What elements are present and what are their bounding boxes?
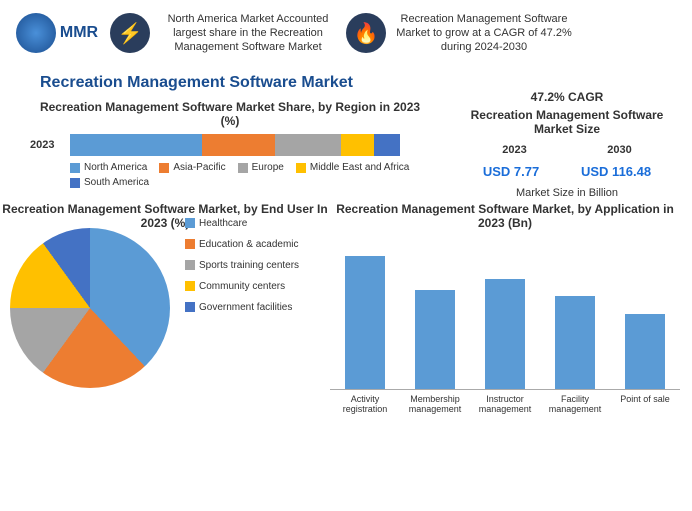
- stacked-bar-chart: Recreation Management Software Market Sh…: [30, 100, 430, 188]
- legend-swatch: [70, 163, 80, 173]
- stacked-segment: [275, 134, 341, 156]
- legend-item: Government facilities: [185, 302, 315, 313]
- cagr-label: 47.2% CAGR: [462, 90, 672, 104]
- bar-label: Instructor management: [475, 394, 535, 414]
- bar: [415, 290, 455, 389]
- bar-item: [545, 296, 605, 389]
- bars-container: [330, 240, 680, 390]
- stacked-legend: North America Asia-Pacific Europe Middle Ea…: [70, 162, 430, 188]
- globe-icon: [16, 13, 56, 53]
- bar: [625, 314, 665, 389]
- bar-label: Facility management: [545, 394, 605, 414]
- bottom-section: Recreation Management Software Market, b…: [0, 198, 692, 414]
- pie-legend: Healthcare Education & academic Sports tra…: [185, 218, 315, 323]
- legend-item: Asia-Pacific: [159, 162, 225, 173]
- legend-label: Education & academic: [199, 239, 299, 250]
- year-row: 2023 2030: [462, 144, 672, 156]
- legend-label: Asia-Pacific: [173, 162, 225, 173]
- legend-item: South America: [70, 177, 149, 188]
- market-size-title: Recreation Management Software Market Si…: [462, 108, 672, 136]
- bar-item: [335, 256, 395, 389]
- stacked-title: Recreation Management Software Market Sh…: [30, 100, 430, 128]
- legend-label: Community centers: [199, 281, 285, 292]
- legend-swatch: [185, 218, 195, 228]
- bar-item: [475, 279, 535, 389]
- bar-label: Membership management: [405, 394, 465, 414]
- legend-label: North America: [84, 162, 147, 173]
- stacked-bar-row: 2023: [30, 134, 430, 156]
- bar-title: Recreation Management Software Market, b…: [330, 202, 680, 230]
- legend-item: Community centers: [185, 281, 315, 292]
- legend-swatch: [296, 163, 306, 173]
- legend-swatch: [159, 163, 169, 173]
- bar: [555, 296, 595, 389]
- bar-label: Activity registration: [335, 394, 395, 414]
- legend-label: Middle East and Africa: [310, 162, 410, 173]
- header-fact-1: North America Market Accounted largest s…: [158, 12, 338, 55]
- legend-swatch: [185, 302, 195, 312]
- legend-swatch: [185, 239, 195, 249]
- bar-chart-section: Recreation Management Software Market, b…: [330, 198, 680, 414]
- flame-icon: 🔥: [346, 13, 386, 53]
- legend-swatch: [185, 260, 195, 270]
- legend-item: Middle East and Africa: [296, 162, 410, 173]
- logo: MMR: [12, 8, 102, 58]
- value-1: USD 7.77: [483, 164, 539, 179]
- header-fact-2: Recreation Management Software Market to…: [394, 12, 574, 55]
- stacked-segment: [341, 134, 374, 156]
- bar-item: [615, 314, 675, 389]
- bar: [345, 256, 385, 389]
- market-size-panel: 47.2% CAGR Recreation Management Softwar…: [462, 90, 672, 199]
- stacked-segment: [70, 134, 202, 156]
- stacked-row-label: 2023: [30, 139, 70, 151]
- pie-chart: [10, 228, 170, 388]
- stacked-segment: [202, 134, 275, 156]
- logo-text: MMR: [60, 24, 98, 42]
- legend-item: Sports training centers: [185, 260, 315, 271]
- legend-label: Sports training centers: [199, 260, 299, 271]
- bar: [485, 279, 525, 389]
- bar-labels: Activity registration Membership manageme…: [330, 394, 680, 414]
- bolt-icon: ⚡: [110, 13, 150, 53]
- value-2: USD 116.48: [581, 164, 651, 179]
- legend-item: Europe: [238, 162, 284, 173]
- legend-item: Education & academic: [185, 239, 315, 250]
- bar-label: Point of sale: [615, 394, 675, 414]
- legend-swatch: [70, 178, 80, 188]
- stacked-segment: [374, 134, 400, 156]
- value-row: USD 7.77 USD 116.48: [462, 164, 672, 179]
- year-2: 2030: [607, 144, 631, 156]
- stacked-bar: [70, 134, 400, 156]
- year-1: 2023: [502, 144, 526, 156]
- bar-item: [405, 290, 465, 389]
- legend-label: South America: [84, 177, 149, 188]
- legend-label: Healthcare: [199, 218, 247, 229]
- legend-swatch: [238, 163, 248, 173]
- pie-section: Recreation Management Software Market, b…: [0, 198, 330, 414]
- legend-item: North America: [70, 162, 147, 173]
- legend-label: Europe: [252, 162, 284, 173]
- legend-item: Healthcare: [185, 218, 315, 229]
- legend-swatch: [185, 281, 195, 291]
- legend-label: Government facilities: [199, 302, 292, 313]
- header: MMR ⚡ North America Market Accounted lar…: [0, 0, 692, 66]
